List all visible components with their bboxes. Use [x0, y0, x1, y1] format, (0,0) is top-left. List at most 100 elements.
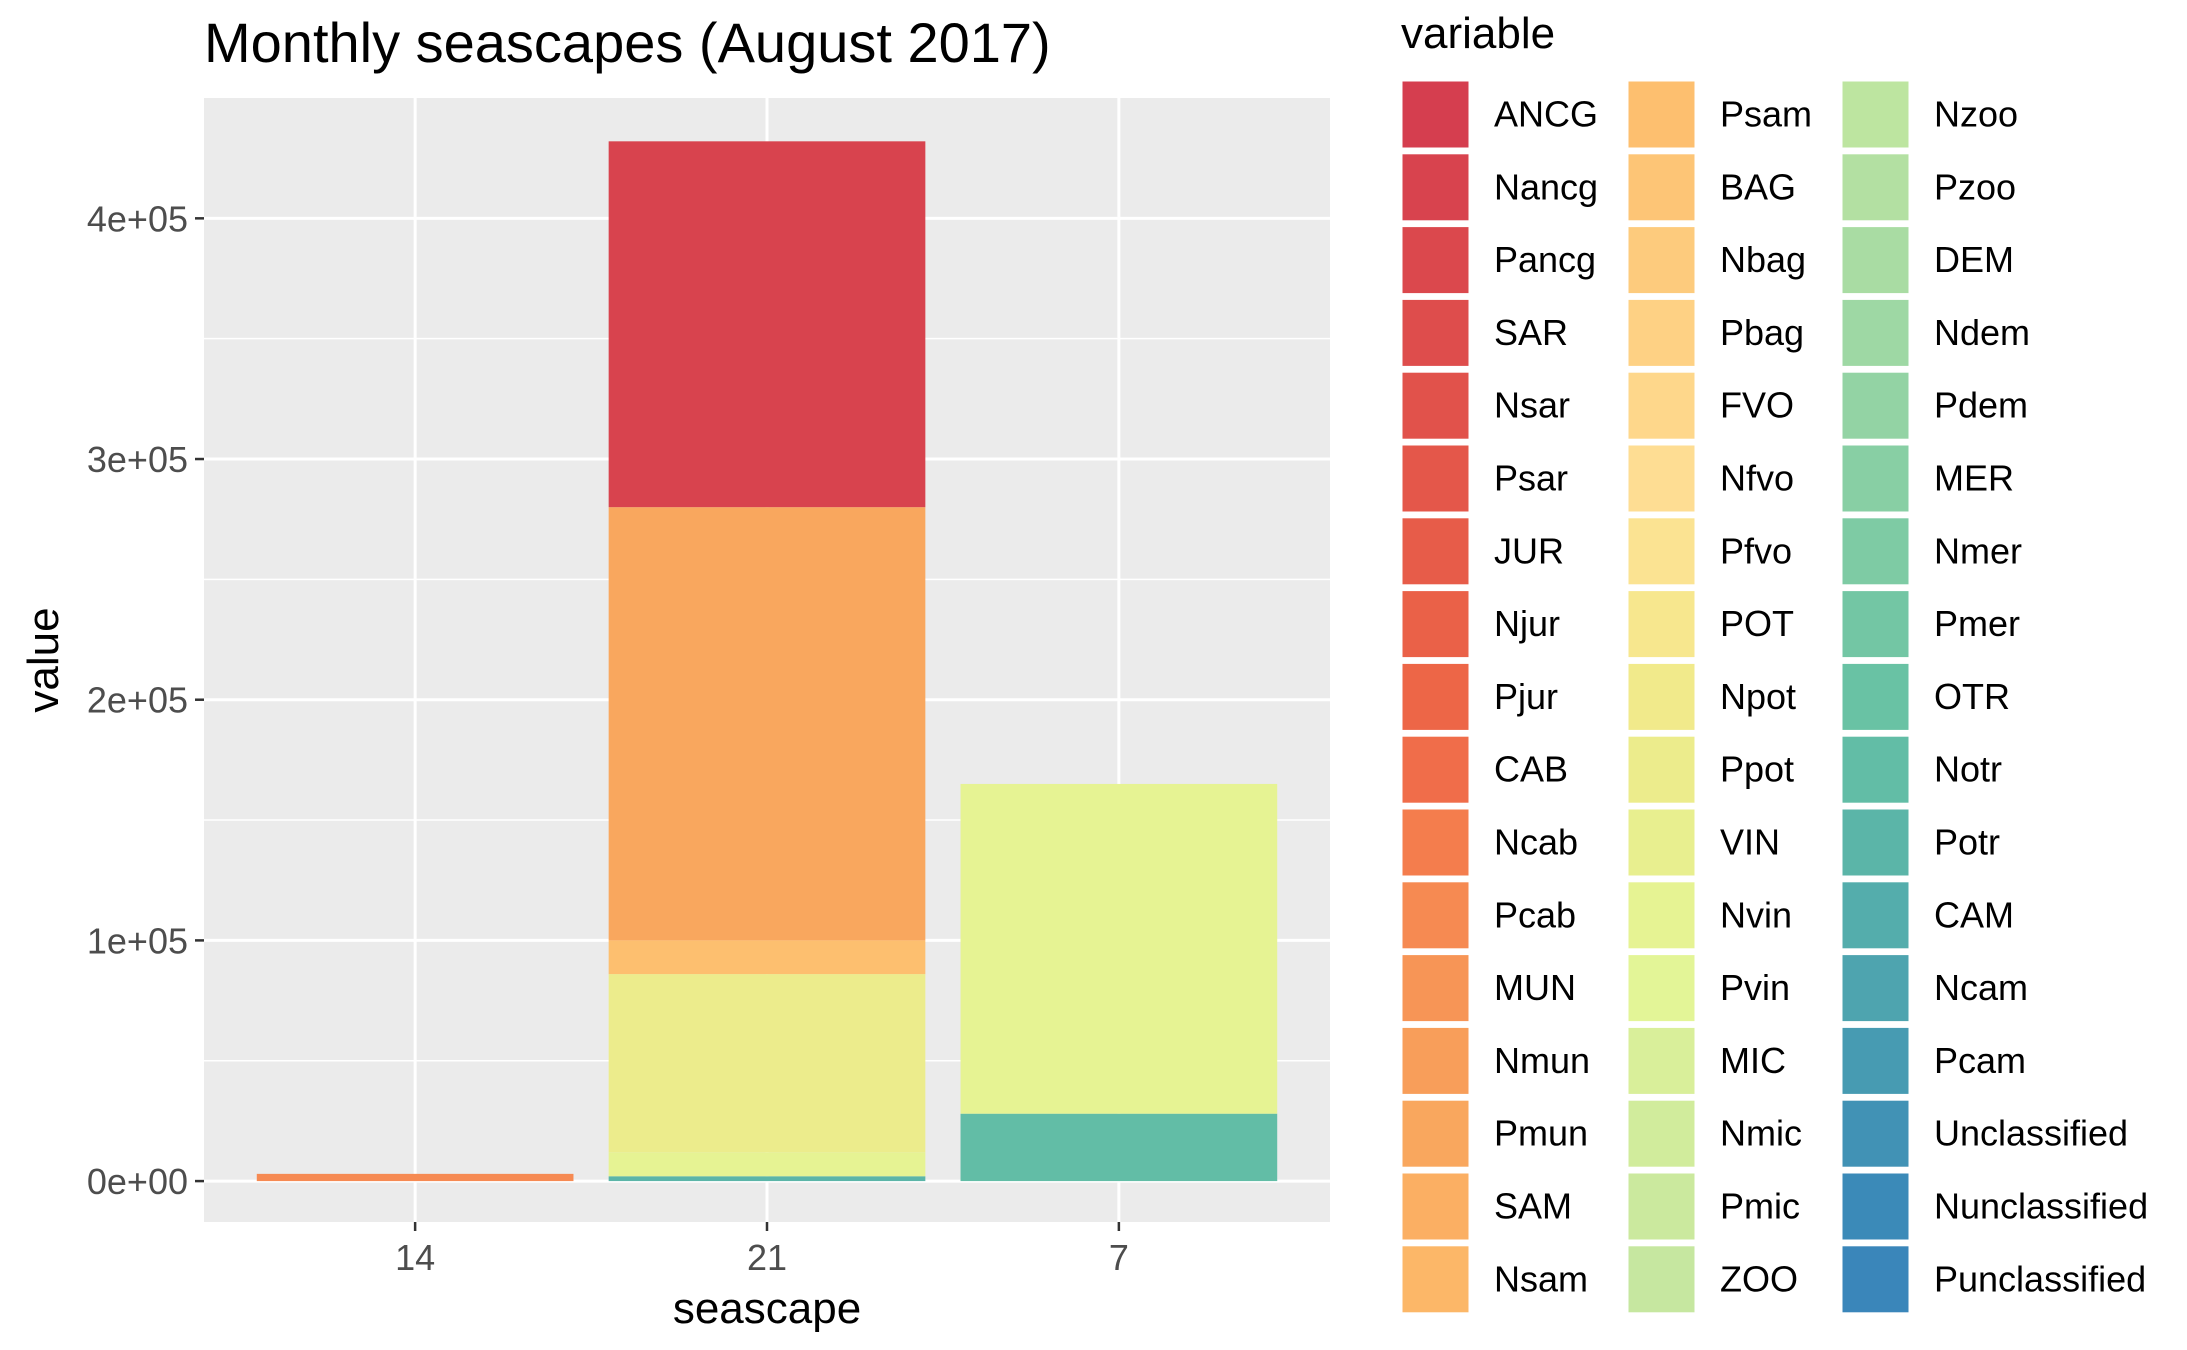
legend-key-pdem: [1839, 369, 1912, 442]
legend-key-psar: [1399, 442, 1472, 515]
x-tick-label: 7: [1109, 1237, 1129, 1278]
legend-label-ancg: ANCG: [1494, 94, 1598, 135]
legend-label-cam: CAM: [1934, 894, 2014, 935]
legend-label-pjur: Pjur: [1494, 676, 1558, 717]
legend: ANCG Nancg Pancg SAR Nsar Psar JUR Njur Pjur CAB N…: [1399, 78, 2148, 1316]
legend-label-pot: POT: [1720, 603, 1794, 644]
legend-key-jur: [1399, 515, 1472, 588]
bar-segment-21-nvin: [608, 1152, 926, 1177]
legend-label-pzoo: Pzoo: [1934, 166, 2016, 207]
y-axis: 0e+00 1e+05 2e+05 3e+05 4e+05: [87, 198, 204, 1202]
legend-label-sam: SAM: [1494, 1186, 1572, 1227]
legend-key-ncam: [1839, 952, 1912, 1025]
legend-key-potr: [1839, 806, 1912, 879]
bar-segment-21-potr: [608, 1176, 926, 1182]
legend-key-ndem: [1839, 296, 1912, 369]
legend-key-pmic: [1625, 1170, 1698, 1243]
legend-label-nunclassified: Nunclassified: [1934, 1186, 2148, 1227]
legend-key-punclassified: [1839, 1243, 1912, 1316]
bar-segment-7-notr: [960, 1113, 1278, 1182]
legend-label-pbag: Pbag: [1720, 312, 1804, 353]
legend-label-nzoo: Nzoo: [1934, 94, 2018, 135]
legend-key-psam: [1625, 78, 1698, 151]
legend-label-nancg: Nancg: [1494, 166, 1598, 207]
chart-title: Monthly seascapes (August 2017): [204, 11, 1051, 74]
x-axis-title: seascape: [673, 1284, 861, 1333]
legend-key-pjur: [1399, 660, 1472, 733]
legend-key-pcam: [1839, 1024, 1912, 1097]
legend-label-pvin: Pvin: [1720, 967, 1790, 1008]
legend-key-pmun: [1399, 1097, 1472, 1170]
legend-label-npot: Npot: [1720, 676, 1796, 717]
legend-label-psam: Psam: [1720, 94, 1812, 135]
x-tick-label: 21: [747, 1237, 787, 1278]
legend-key-ppot: [1625, 733, 1698, 806]
legend-label-jur: JUR: [1494, 530, 1564, 571]
legend-label-vin: VIN: [1720, 822, 1780, 863]
legend-key-mic: [1625, 1024, 1698, 1097]
stacked-bars: [256, 141, 1278, 1182]
legend-label-otr: OTR: [1934, 676, 2010, 717]
legend-key-sam: [1399, 1170, 1472, 1243]
legend-key-pfvo: [1625, 515, 1698, 588]
legend-key-pvin: [1625, 952, 1698, 1025]
legend-key-nsam: [1399, 1243, 1472, 1316]
legend-key-pcab: [1399, 879, 1472, 952]
legend-key-zoo: [1625, 1243, 1698, 1316]
y-tick-label: 0e+00: [87, 1161, 188, 1202]
legend-key-nfvo: [1625, 442, 1698, 515]
legend-key-nmic: [1625, 1097, 1698, 1170]
legend-label-dem: DEM: [1934, 239, 2014, 280]
legend-key-mer: [1839, 442, 1912, 515]
legend-label-pcam: Pcam: [1934, 1040, 2026, 1081]
legend-title: variable: [1401, 9, 1555, 58]
legend-label-pancg: Pancg: [1494, 239, 1596, 280]
legend-key-fvo: [1625, 369, 1698, 442]
y-tick-label: 1e+05: [87, 920, 188, 961]
legend-label-ncab: Ncab: [1494, 822, 1578, 863]
legend-key-sar: [1399, 296, 1472, 369]
legend-label-potr: Potr: [1934, 822, 2000, 863]
legend-label-pdem: Pdem: [1934, 385, 2028, 426]
legend-label-mun: MUN: [1494, 967, 1576, 1008]
y-tick-label: 2e+05: [87, 680, 188, 721]
legend-key-ancg: [1399, 78, 1472, 151]
legend-label-bag: BAG: [1720, 166, 1796, 207]
legend-key-vin: [1625, 806, 1698, 879]
legend-label-ppot: Ppot: [1720, 749, 1794, 790]
legend-label-nmer: Nmer: [1934, 530, 2022, 571]
legend-key-pbag: [1625, 296, 1698, 369]
legend-key-dem: [1839, 224, 1912, 297]
legend-key-nbag: [1625, 224, 1698, 297]
legend-key-nancg: [1399, 151, 1472, 224]
legend-key-nmun: [1399, 1024, 1472, 1097]
legend-key-nmer: [1839, 515, 1912, 588]
legend-label-nsar: Nsar: [1494, 385, 1570, 426]
legend-label-pcab: Pcab: [1494, 894, 1576, 935]
legend-label-cab: CAB: [1494, 749, 1568, 790]
legend-label-fvo: FVO: [1720, 385, 1794, 426]
legend-label-mer: MER: [1934, 458, 2014, 499]
legend-label-pmic: Pmic: [1720, 1186, 1800, 1227]
legend-key-unclassified: [1839, 1097, 1912, 1170]
bar-segment-21-pmun: [608, 507, 926, 941]
legend-label-pmer: Pmer: [1934, 603, 2020, 644]
y-axis-title: value: [19, 607, 68, 712]
legend-label-nmun: Nmun: [1494, 1040, 1590, 1081]
y-tick-label: 3e+05: [87, 439, 188, 480]
legend-label-notr: Notr: [1934, 749, 2002, 790]
legend-key-notr: [1839, 733, 1912, 806]
legend-label-njur: Njur: [1494, 603, 1560, 644]
legend-key-otr: [1839, 660, 1912, 733]
legend-key-nunclassified: [1839, 1170, 1912, 1243]
legend-key-nzoo: [1839, 78, 1912, 151]
legend-key-pot: [1625, 588, 1698, 661]
legend-label-punclassified: Punclassified: [1934, 1258, 2146, 1299]
legend-label-zoo: ZOO: [1720, 1258, 1798, 1299]
legend-label-nmic: Nmic: [1720, 1113, 1802, 1154]
bar-segment-21-psam: [608, 940, 926, 975]
legend-label-nvin: Nvin: [1720, 894, 1792, 935]
legend-key-pzoo: [1839, 151, 1912, 224]
legend-label-unclassified: Unclassified: [1934, 1113, 2128, 1154]
legend-label-nfvo: Nfvo: [1720, 458, 1794, 499]
